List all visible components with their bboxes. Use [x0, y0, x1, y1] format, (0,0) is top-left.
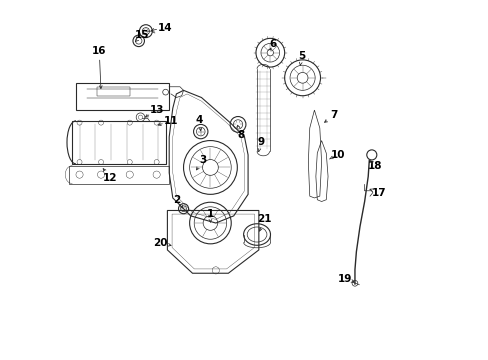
Text: 17: 17	[371, 188, 386, 198]
Text: 20: 20	[153, 238, 167, 248]
Text: 16: 16	[92, 46, 106, 56]
Text: 18: 18	[367, 161, 382, 171]
Text: 11: 11	[163, 116, 178, 126]
Text: 12: 12	[102, 173, 117, 183]
Text: 21: 21	[257, 215, 271, 224]
Text: 5: 5	[298, 51, 305, 61]
Text: 10: 10	[330, 150, 344, 160]
Text: 6: 6	[269, 39, 276, 49]
Text: 14: 14	[158, 23, 173, 33]
Text: 9: 9	[257, 138, 264, 147]
Text: 15: 15	[135, 30, 149, 40]
Text: 3: 3	[199, 155, 206, 165]
Text: 7: 7	[330, 111, 337, 121]
Text: 8: 8	[237, 130, 244, 140]
Text: 1: 1	[206, 209, 214, 219]
Text: 4: 4	[196, 115, 203, 125]
Text: 13: 13	[149, 105, 163, 115]
Text: 19: 19	[337, 274, 351, 284]
Text: 2: 2	[172, 195, 180, 205]
